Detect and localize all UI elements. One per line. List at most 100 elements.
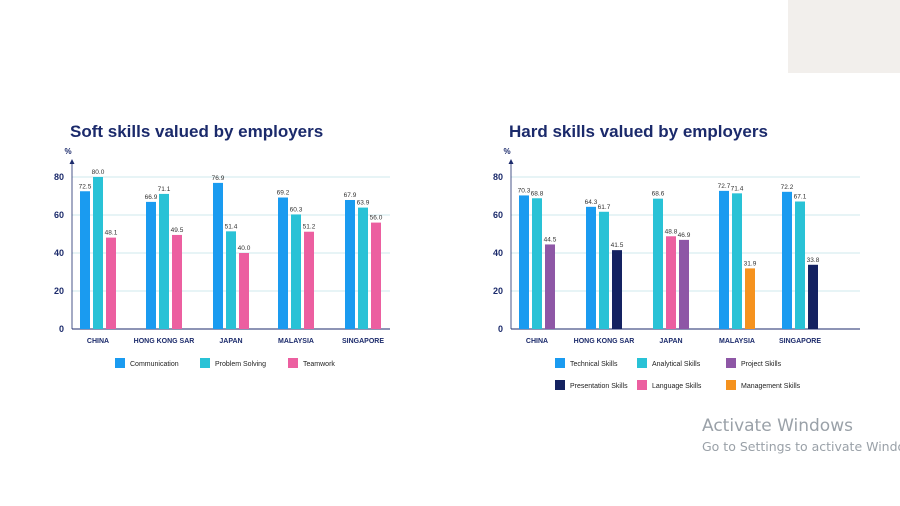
hard-bar-technical-skills-singapore: [782, 191, 792, 329]
soft-y-axis-arrow: [69, 159, 75, 164]
hard-data-label: 71.4: [731, 185, 744, 192]
soft-bar-communication-malaysia: [278, 197, 288, 329]
soft-data-label: 69.2: [277, 190, 290, 197]
soft-data-label: 67.9: [344, 192, 357, 199]
soft-bar-problem-solving-china: [93, 177, 103, 329]
soft-bar-problem-solving-malaysia: [291, 214, 301, 329]
hard-bar-management-skills-malaysia: [745, 268, 755, 329]
hard-legend-swatch-project-skills: [726, 358, 736, 368]
soft-bar-communication-singapore: [345, 199, 355, 329]
soft-category-label: MALAYSIA: [278, 338, 314, 345]
soft-data-label: 40.0: [238, 245, 251, 252]
hard-legend-label-analytical-skills: Analytical Skills: [652, 361, 701, 368]
hard-legend-swatch-presentation-skills: [555, 380, 565, 390]
hard-bar-technical-skills-hong-kong-sar: [586, 206, 596, 329]
soft-bar-teamwork-china: [106, 237, 116, 329]
hard-category-label: CHINA: [526, 338, 548, 345]
hard-data-label: 44.5: [544, 236, 557, 243]
hard-ytick-label: 80: [493, 172, 503, 182]
hard-legend-swatch-language-skills: [637, 380, 647, 390]
hard-legend-label-language-skills: Language Skills: [652, 383, 702, 390]
hard-data-label: 33.8: [807, 257, 820, 264]
soft-category-label: SINGAPORE: [342, 338, 384, 345]
watermark-subtitle: Go to Settings to activate Windows.: [702, 439, 900, 454]
soft-category-label: HONG KONG SAR: [134, 338, 195, 345]
hard-legend-swatch-management-skills: [726, 380, 736, 390]
soft-ytick-label: 40: [54, 248, 64, 258]
soft-bar-teamwork-hong-kong-sar: [172, 234, 182, 329]
soft-data-label: 48.1: [105, 230, 118, 237]
activate-windows-watermark: Activate Windows Go to Settings to activ…: [702, 416, 900, 454]
hard-data-label: 68.8: [531, 190, 544, 197]
hard-bar-analytical-skills-japan: [653, 198, 663, 329]
hard-legend-label-project-skills: Project Skills: [741, 361, 782, 368]
hard-legend-swatch-technical-skills: [555, 358, 565, 368]
soft-bar-teamwork-malaysia: [304, 231, 314, 329]
hard-skills-chart-title: Hard skills valued by employers: [509, 122, 768, 141]
hard-bar-analytical-skills-hong-kong-sar: [599, 211, 609, 329]
hard-ytick-label: 20: [493, 286, 503, 296]
soft-data-label: 56.0: [370, 215, 383, 222]
soft-bar-teamwork-singapore: [371, 222, 381, 329]
hard-legend-label-management-skills: Management Skills: [741, 383, 801, 390]
soft-data-label: 71.1: [158, 186, 171, 193]
soft-ytick-label: 0: [59, 324, 64, 334]
soft-bar-teamwork-japan: [239, 253, 249, 329]
watermark-title: Activate Windows: [702, 416, 853, 436]
hard-ytick-label: 60: [493, 210, 503, 220]
hard-bar-technical-skills-china: [519, 195, 529, 329]
soft-legend-swatch-communication: [115, 358, 125, 368]
soft-bar-communication-japan: [213, 182, 223, 329]
hard-bar-technical-skills-malaysia: [719, 190, 729, 329]
hard-category-label: HONG KONG SAR: [574, 338, 635, 345]
soft-data-label: 63.9: [357, 200, 370, 207]
hard-bar-analytical-skills-china: [532, 198, 542, 329]
soft-data-label: 66.9: [145, 194, 158, 201]
hard-bar-project-skills-japan: [679, 239, 689, 329]
hard-data-label: 64.3: [585, 199, 598, 206]
hard-data-label: 41.5: [611, 242, 624, 249]
hard-category-label: MALAYSIA: [719, 338, 755, 345]
hard-bar-project-skills-china: [545, 244, 555, 329]
hard-bar-language-skills-japan: [666, 236, 676, 329]
soft-bar-problem-solving-japan: [226, 231, 236, 329]
soft-legend-label-problem-solving: Problem Solving: [215, 361, 266, 368]
hard-ytick-label: 40: [493, 248, 503, 258]
soft-bar-communication-china: [80, 191, 90, 329]
soft-legend-label-communication: Communication: [130, 361, 179, 368]
soft-legend-label-teamwork: Teamwork: [303, 361, 335, 368]
corner-panel: [788, 0, 900, 73]
soft-skills-chart: 0 20 40 60 80% 72.580.0 48.1 CHINA 66.971.1 49.5 H…: [54, 147, 390, 368]
soft-data-label: 76.9: [212, 175, 225, 182]
soft-data-label: 51.2: [303, 224, 316, 231]
hard-legend-label-technical-skills: Technical Skills: [570, 361, 618, 368]
soft-data-label: 49.5: [171, 227, 184, 234]
hard-category-label: JAPAN: [659, 338, 682, 345]
hard-data-label: 68.6: [652, 191, 665, 198]
soft-ytick-label: 20: [54, 286, 64, 296]
soft-data-label: 51.4: [225, 223, 238, 230]
hard-data-label: 67.1: [794, 194, 807, 201]
soft-bar-communication-hong-kong-sar: [146, 201, 156, 329]
hard-data-label: 31.9: [744, 260, 757, 267]
soft-category-label: CHINA: [87, 338, 109, 345]
soft-category-label: JAPAN: [219, 338, 242, 345]
soft-ytick-label: 60: [54, 210, 64, 220]
hard-data-label: 46.9: [678, 232, 691, 239]
hard-skills-chart: 0 20 40 60 80% 70.3 68.8 44.5 CHINA 64.361.7 41.5 H…: [493, 147, 860, 390]
soft-legend-swatch-teamwork: [288, 358, 298, 368]
soft-y-axis-label: %: [64, 147, 71, 156]
hard-bar-analytical-skills-malaysia: [732, 193, 742, 329]
soft-ytick-label: 80: [54, 172, 64, 182]
hard-category-label: SINGAPORE: [779, 338, 821, 345]
hard-bar-analytical-skills-singapore: [795, 201, 805, 329]
soft-legend-swatch-problem-solving: [200, 358, 210, 368]
hard-data-label: 72.2: [781, 184, 794, 191]
soft-skills-chart-title: Soft skills valued by employers: [70, 122, 324, 141]
soft-data-label: 80.0: [92, 169, 105, 176]
hard-data-label: 72.7: [718, 183, 731, 190]
soft-bar-problem-solving-singapore: [358, 207, 368, 329]
hard-bar-presentation-skills-hong-kong-sar: [612, 250, 622, 329]
hard-data-label: 61.7: [598, 204, 611, 211]
soft-bar-problem-solving-hong-kong-sar: [159, 193, 169, 329]
